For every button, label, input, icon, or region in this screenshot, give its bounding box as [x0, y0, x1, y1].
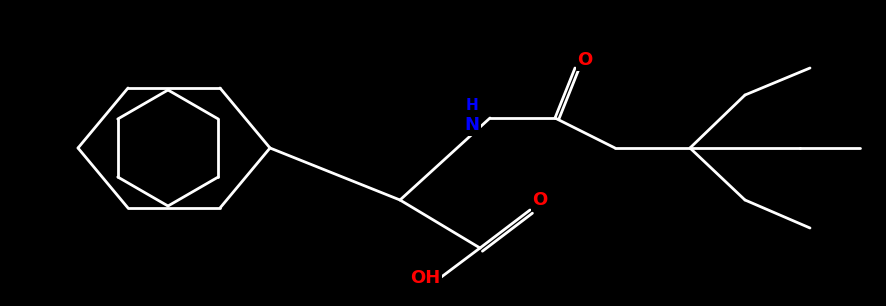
Text: O: O	[532, 191, 548, 209]
Text: OH: OH	[410, 269, 440, 287]
Text: N: N	[464, 116, 479, 134]
Text: O: O	[578, 51, 593, 69]
Text: H: H	[466, 98, 478, 113]
